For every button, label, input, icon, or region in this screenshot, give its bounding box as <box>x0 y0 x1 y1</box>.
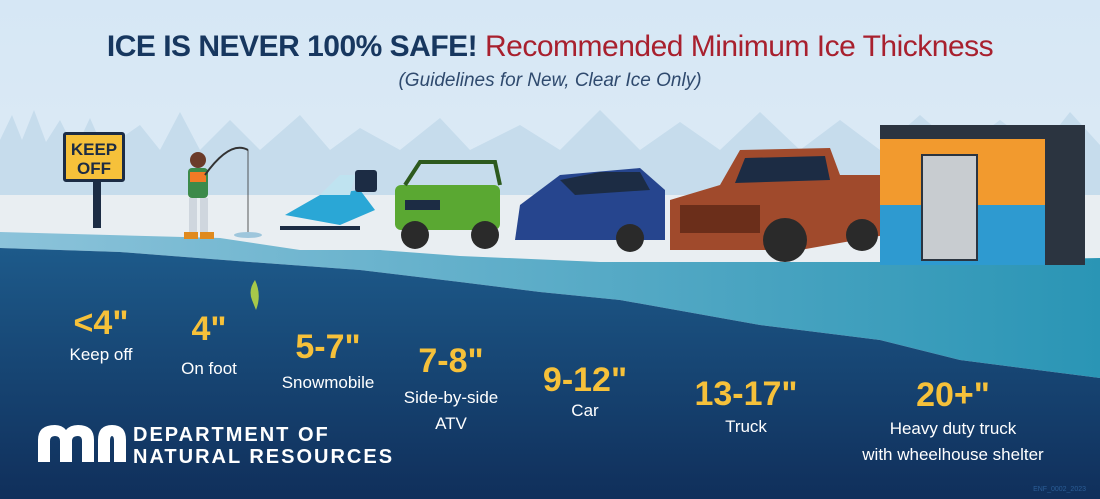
thickness-atv: 7-8" <box>418 342 484 380</box>
thickness-on-foot: 4" <box>191 310 227 348</box>
dnr-line-1: DEPARTMENT OF <box>133 424 330 446</box>
keep-off-sign: KEEP OFF <box>63 132 125 182</box>
dnr-wordmark: DEPARTMENT OF NATURAL RESOURCES <box>133 424 394 468</box>
side-by-side-atv <box>395 160 502 249</box>
snowmobile <box>280 170 377 230</box>
document-code: ENF_0002_2023 <box>1033 486 1086 493</box>
title-main: Recommended Minimum Ice Thickness <box>485 30 994 63</box>
dnr-line-2: NATURAL RESOURCES <box>133 446 395 468</box>
label-atv-line2: ATV <box>435 414 467 433</box>
truck <box>670 148 885 262</box>
label-snowmobile: Snowmobile <box>281 373 375 392</box>
label-on-foot: On foot <box>181 359 237 378</box>
thickness-car: 9-12" <box>542 361 628 399</box>
car <box>515 168 665 252</box>
mn-logo <box>38 425 126 462</box>
label-wheelhouse-line2: with wheelhouse shelter <box>862 445 1044 464</box>
ice-layer <box>0 232 1100 378</box>
label-truck: Truck <box>725 417 767 436</box>
page-title: ICE IS NEVER 100% SAFE! Recommended Mini… <box>0 30 1100 64</box>
thickness-truck: 13-17" <box>694 375 798 413</box>
fish <box>250 280 259 310</box>
sign-line-2: OFF <box>77 159 111 178</box>
title-warning: ICE IS NEVER 100% SAFE! <box>106 30 478 63</box>
thickness-wheelhouse: 20+" <box>916 376 990 414</box>
ice-fisher-figure <box>184 146 262 239</box>
label-atv-line1: Side-by-side <box>403 388 499 407</box>
label-wheelhouse: Heavy duty truck with wheelhouse shelter <box>862 416 1043 468</box>
sign-line-1: KEEP <box>70 140 118 159</box>
label-wheelhouse-line1: Heavy duty truck <box>889 419 1017 438</box>
subtitle: (Guidelines for New, Clear Ice Only) <box>398 70 702 91</box>
thickness-snowmobile: 5-7" <box>295 328 361 366</box>
thickness-keep-off: <4" <box>73 304 129 342</box>
label-keep-off: Keep off <box>69 345 133 364</box>
label-atv: Side-by-side ATV <box>404 385 499 437</box>
label-car: Car <box>571 401 599 420</box>
wheelhouse-shelter <box>880 125 1085 265</box>
water <box>0 248 1100 499</box>
